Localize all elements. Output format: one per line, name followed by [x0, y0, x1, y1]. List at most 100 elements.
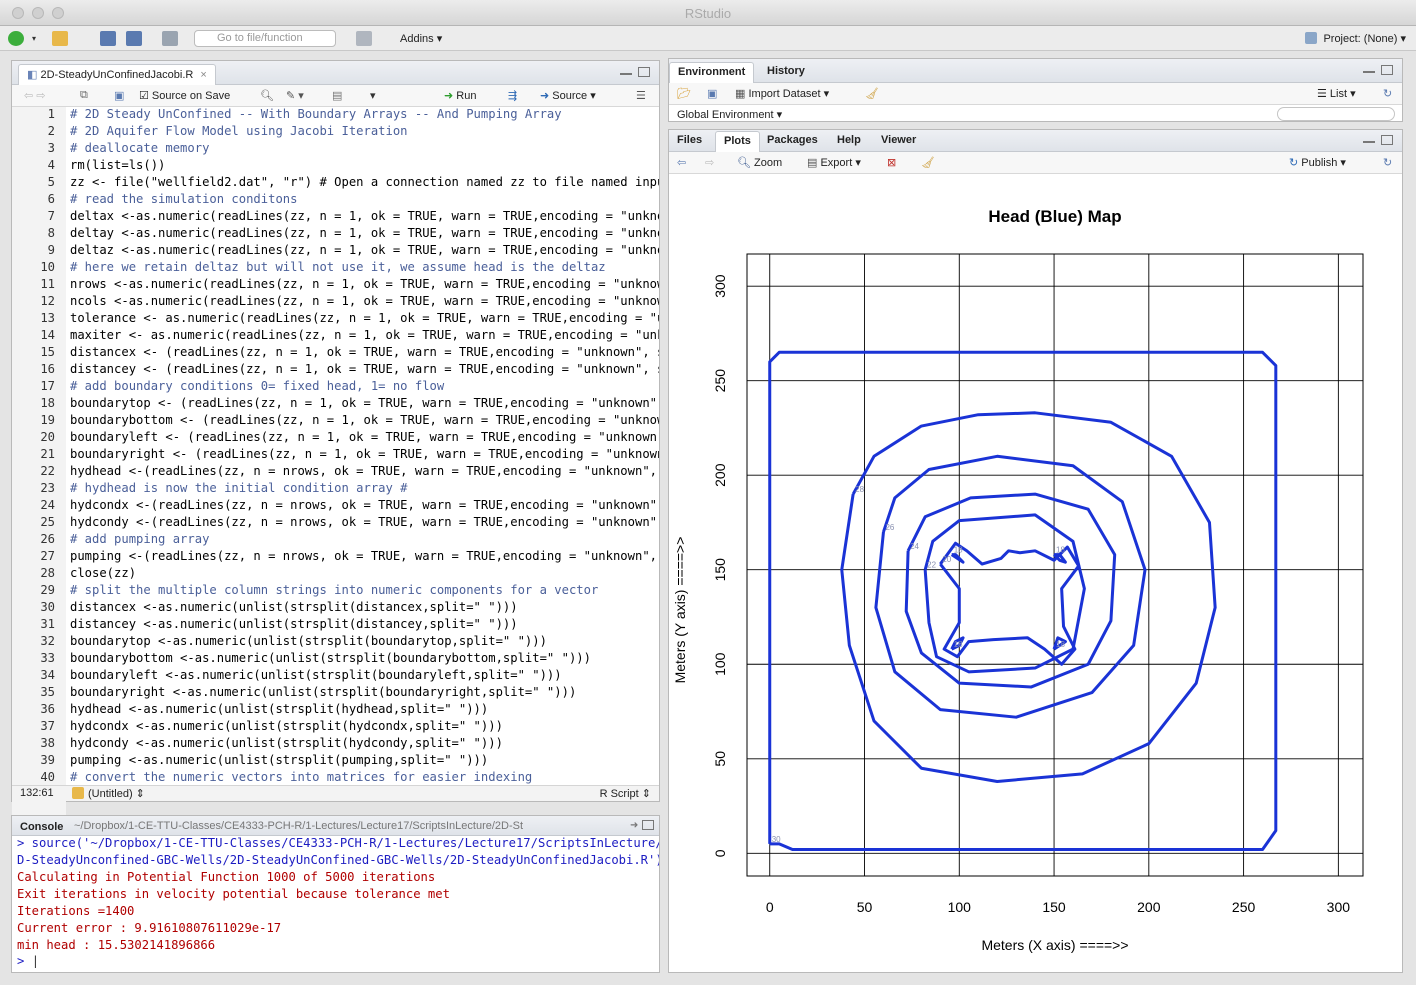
x-tick-label: 150: [1042, 899, 1066, 915]
tab-history[interactable]: History: [759, 62, 813, 83]
maximize-plots-icon[interactable]: [1381, 135, 1393, 145]
code-line: 19 boundarybottom <- (readLines(zz, n = 1…: [12, 412, 659, 429]
list-view-menu[interactable]: ☰ List ▾: [1317, 88, 1356, 100]
source-button[interactable]: ➜ Source ▾: [540, 90, 596, 102]
load-workspace-icon[interactable]: 📂︎: [677, 88, 691, 100]
code-text: hydcondy <-(readLines(zz, n = nrows, ok …: [70, 515, 659, 529]
open-folder-icon[interactable]: [52, 31, 68, 46]
code-line: 5 zz <- file("wellfield2.dat", "r") # Ope…: [12, 174, 659, 191]
code-line: 14 maxiter <- as.numeric(readLines(zz, n …: [12, 327, 659, 344]
rerun-icon[interactable]: ⇶: [508, 90, 518, 102]
tab-files[interactable]: Files: [669, 131, 710, 152]
code-line: 15 distancex <- (readLines(zz, n = 1, ok …: [12, 344, 659, 361]
next-plot-icon[interactable]: ⇨: [705, 157, 715, 169]
clear-workspace-icon[interactable]: 🧹︎: [865, 88, 879, 100]
tab-help[interactable]: Help: [829, 131, 869, 152]
console-goto-dir-icon[interactable]: ➜: [630, 820, 639, 831]
remove-plot-icon[interactable]: ⊠: [887, 157, 897, 169]
code-editor[interactable]: 1 # 2D Steady UnConfined -- With Boundary…: [12, 107, 659, 847]
console-output[interactable]: > source('~/Dropbox/1-CE-TTU-Classes/CE4…: [12, 834, 659, 972]
line-number: 9: [47, 243, 55, 257]
code-line: 16 distancey <- (readLines(zz, n = 1, ok …: [12, 361, 659, 378]
minimize-env-icon[interactable]: [1363, 71, 1375, 77]
code-line: 32 boundarytop <-as.numeric(unlist(strspl…: [12, 633, 547, 650]
print-icon[interactable]: [162, 31, 178, 46]
contour-line-22: [923, 513, 1086, 674]
console-prompt[interactable]: > |: [17, 954, 40, 968]
console-line: Current error : 9.91610807611029e-17: [17, 921, 282, 935]
code-line: 26 # add pumping array: [12, 531, 209, 548]
close-tab-icon[interactable]: ×: [200, 69, 207, 81]
tab-plots[interactable]: Plots: [715, 131, 760, 152]
export-menu[interactable]: ▤ Export ▾: [807, 157, 861, 169]
code-text: # add boundary conditions 0= fixed head,…: [70, 379, 445, 393]
source-on-save-checkbox[interactable]: ☑ Source on Save: [139, 90, 231, 102]
run-button[interactable]: ➜ Run: [444, 89, 476, 102]
environment-search-input[interactable]: [1277, 107, 1395, 121]
console-tab[interactable]: Console: [12, 818, 71, 839]
minimize-plots-icon[interactable]: [1363, 141, 1375, 147]
show-in-window-icon[interactable]: ⧉: [80, 89, 88, 101]
environment-tabstrip: Environment History: [669, 59, 1402, 83]
new-file-icon[interactable]: [8, 31, 24, 46]
save-workspace-icon[interactable]: ▣: [707, 88, 718, 100]
more-options-icon[interactable]: ▾: [370, 90, 376, 102]
grid-layout-icon[interactable]: [356, 31, 372, 46]
close-window-icon[interactable]: [12, 7, 24, 19]
code-text: boundarybottom <-as.numeric(unlist(strsp…: [70, 651, 591, 665]
code-text: pumping <-as.numeric(unlist(strsplit(pum…: [70, 753, 489, 767]
code-tools-icon[interactable]: ✎ ▾: [286, 90, 304, 102]
editor-statusbar: 132:61 (Untitled) ⇕ R Script ⇕: [12, 785, 659, 801]
maximize-console-icon[interactable]: [642, 820, 654, 830]
addins-menu[interactable]: Addins ▾: [400, 33, 443, 45]
code-line: 21 boundaryright <- (readLines(zz, n = 1,…: [12, 446, 659, 463]
x-tick-label: 50: [857, 899, 873, 915]
find-icon[interactable]: 🔍︎: [260, 90, 274, 102]
new-file-dropdown-icon[interactable]: ▾: [32, 34, 37, 43]
outline-icon[interactable]: ☰: [636, 90, 646, 102]
code-text: rm(list=ls()): [70, 158, 166, 172]
clear-plots-icon[interactable]: 🧹︎: [921, 157, 935, 169]
line-number: 1: [47, 107, 55, 121]
editor-tab[interactable]: ◧ 2D-SteadyUnConfinedJacobi.R ×: [18, 64, 216, 85]
tab-viewer[interactable]: Viewer: [873, 131, 924, 152]
maximize-env-icon[interactable]: [1381, 65, 1393, 75]
code-line: 17 # add boundary conditions 0= fixed hea…: [12, 378, 444, 395]
save-all-icon[interactable]: [126, 31, 142, 46]
minimize-pane-icon[interactable]: [620, 73, 632, 79]
zoom-window-icon[interactable]: [52, 7, 64, 19]
zoom-button[interactable]: 🔍︎ Zoom: [737, 156, 782, 169]
publish-menu[interactable]: ↻ Publish ▾: [1289, 157, 1346, 169]
tab-environment[interactable]: Environment: [669, 62, 755, 83]
project-menu[interactable]: Project: (None) ▾: [1305, 32, 1406, 45]
scope-menu[interactable]: (Untitled) ⇕: [88, 788, 145, 800]
minimize-window-icon[interactable]: [32, 7, 44, 19]
tab-plots-label: Plots: [724, 135, 751, 147]
scope-label: (Untitled): [88, 788, 133, 800]
contour-line-18: [950, 636, 965, 651]
import-dataset-button[interactable]: ▦ Import Dataset ▾: [735, 88, 830, 100]
code-line: 11 nrows <-as.numeric(readLines(zz, n = 1…: [12, 276, 659, 293]
console-path: ~/Dropbox/1-CE-TTU-Classes/CE4333-PCH-R/…: [74, 820, 524, 832]
maximize-pane-icon[interactable]: [638, 67, 650, 77]
save-icon[interactable]: [100, 31, 116, 46]
file-type-menu[interactable]: R Script ⇕: [599, 788, 651, 800]
back-arrow-icon[interactable]: ⇦ ⇨: [24, 90, 46, 102]
go-to-file-input[interactable]: Go to file/function: [194, 30, 336, 47]
tab-packages[interactable]: Packages: [759, 131, 826, 152]
code-line: 40 # convert the numeric vectors into mat…: [12, 769, 532, 786]
compile-report-icon[interactable]: ▤: [332, 90, 343, 102]
refresh-env-icon[interactable]: ↻: [1383, 88, 1393, 100]
go-to-file-placeholder: Go to file/function: [217, 32, 303, 44]
code-text: hydcondx <-(readLines(zz, n = nrows, ok …: [70, 498, 659, 512]
y-tick-label: 50: [712, 751, 728, 767]
global-environment-menu[interactable]: Global Environment ▾: [677, 109, 783, 121]
refresh-plot-icon[interactable]: ↻: [1383, 157, 1393, 169]
save-file-icon[interactable]: ▣: [114, 90, 125, 102]
previous-plot-icon[interactable]: ⇦: [677, 157, 687, 169]
cursor-position: 132:61: [20, 787, 54, 799]
code-text: deltaz <-as.numeric(readLines(zz, n = 1,…: [70, 243, 659, 257]
code-line: 30 distancex <-as.numeric(unlist(strsplit…: [12, 599, 517, 616]
line-number: 16: [40, 362, 55, 376]
